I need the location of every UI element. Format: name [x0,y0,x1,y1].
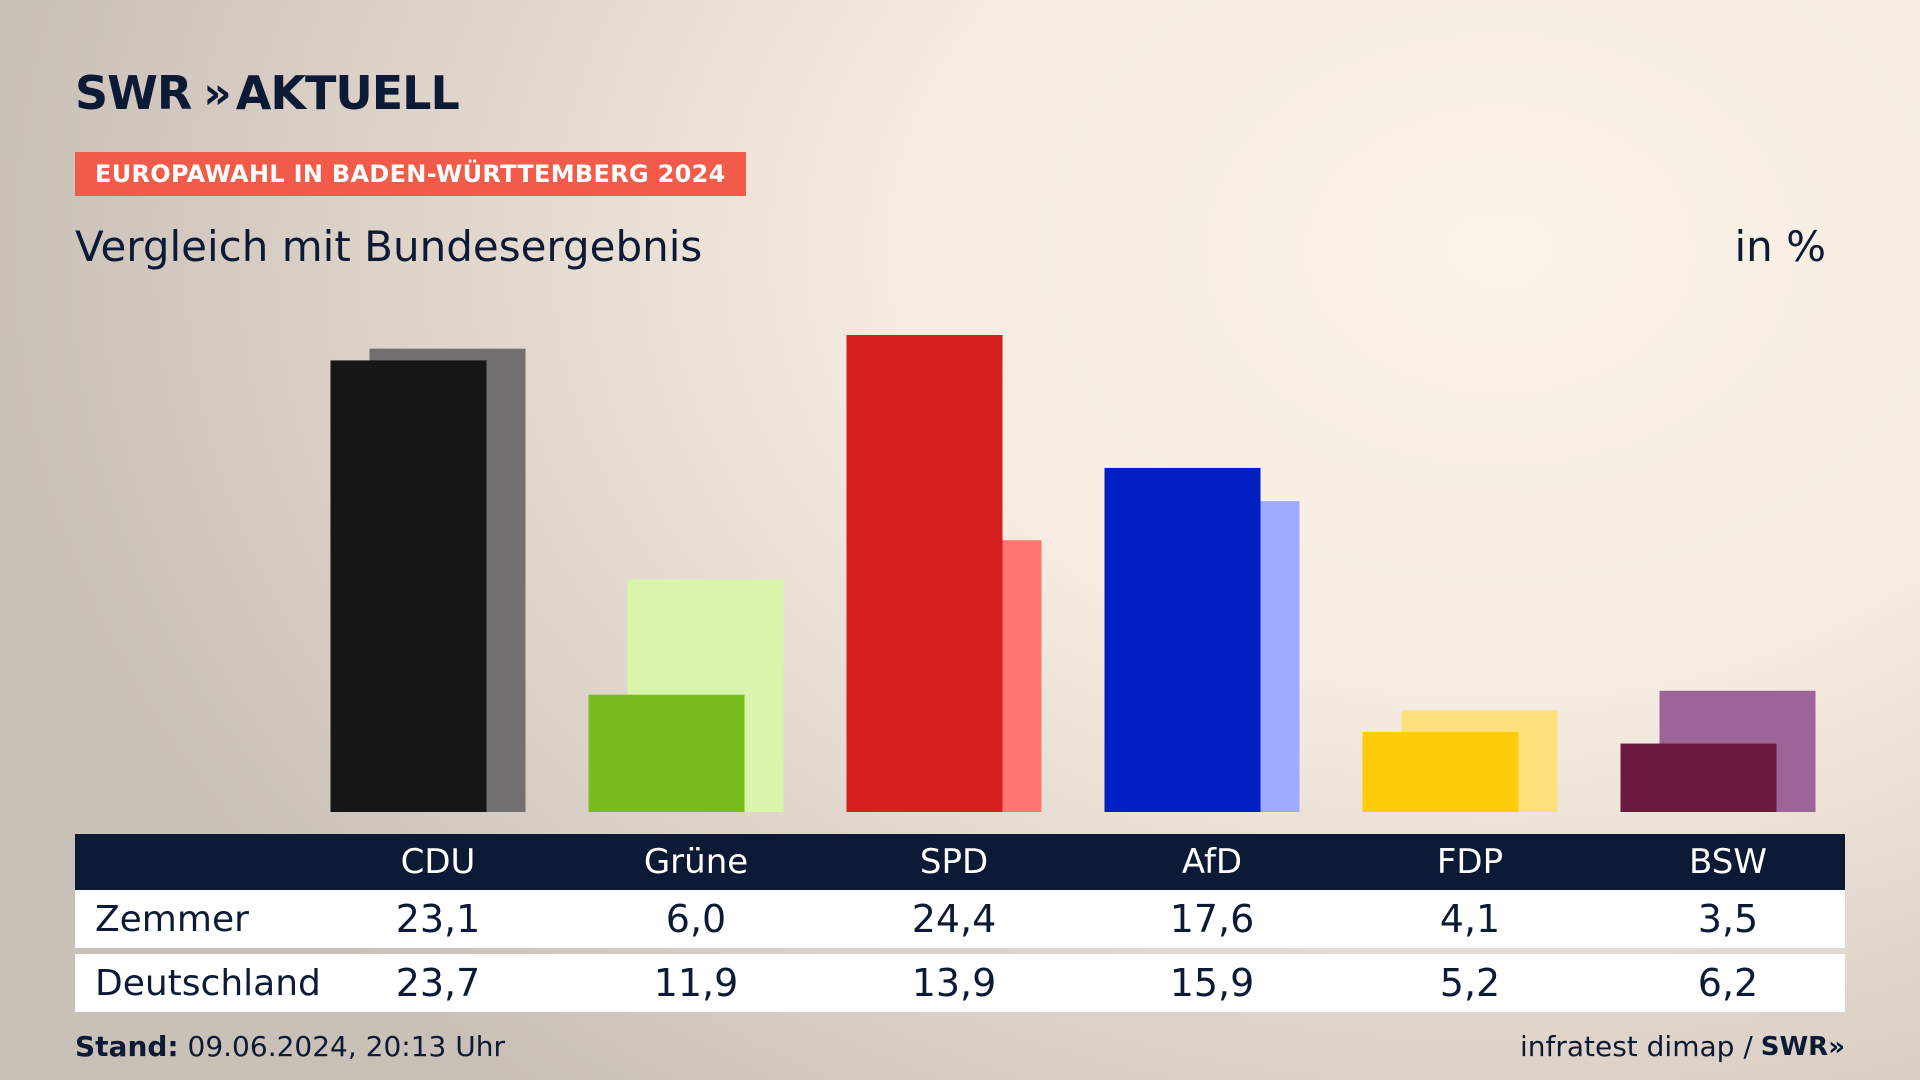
value-cell: 15,9 [1169,961,1255,1005]
value-cell: 23,1 [395,897,481,941]
value-cell: 11,9 [653,961,739,1005]
bar-chart [330,334,1816,812]
value-cell: 23,7 [395,961,481,1005]
table-row-deutschland: Deutschland 23,7 11,9 13,9 15,9 5,2 6,2 [75,954,1845,1012]
row-label: Zemmer [95,898,249,940]
chart-title: Vergleich mit Bundesergebnis [75,222,703,271]
bar-zemmer-fdp [1362,731,1519,812]
value-cell: 13,9 [911,961,997,1005]
election-kicker: EUROPAWAHL IN BADEN-WÜRTTEMBERG 2024 [75,152,746,196]
party-label-afd: AfD [1181,842,1243,882]
swr-mini-logo: SWR» [1760,1031,1845,1062]
unit-label: in % [1734,222,1826,271]
value-cell: 24,4 [911,897,997,941]
party-label-spd: SPD [919,842,989,882]
bar-zemmer-cdu [330,360,487,812]
results-table: CDU Grüne SPD AfD FDP BSW Zemmer 23,1 6,… [75,834,1845,1012]
value-cell: 17,6 [1169,897,1255,941]
value-cell: 6,0 [665,897,727,941]
bar-zemmer-spd [846,334,1003,812]
row-label: Deutschland [95,962,321,1004]
table-header: CDU Grüne SPD AfD FDP BSW [75,834,1845,890]
value-cell: 5,2 [1439,961,1501,1005]
value-cell: 6,2 [1697,961,1759,1005]
party-label-gruene: Grüne [643,842,749,882]
timestamp: Stand: 09.06.2024, 20:13 Uhr [75,1030,505,1063]
source-credit: infratest dimap / SWR» [1520,1030,1845,1063]
stand-value: 09.06.2024, 20:13 Uhr [187,1030,505,1063]
party-label-cdu: CDU [400,842,476,882]
swr-aktuell-logo: SWR » AKTUELL [75,66,460,120]
value-cell: 4,1 [1439,897,1501,941]
stand-label: Stand: [75,1030,179,1063]
bar-zemmer-bsw [1620,743,1777,812]
party-label-fdp: FDP [1436,842,1504,882]
logo-swr: SWR [75,66,192,120]
bar-zemmer-gruene [588,694,745,812]
source-text: infratest dimap / [1519,1030,1753,1063]
bar-zemmer-afd [1104,467,1261,812]
logo-aktuell: AKTUELL [235,66,460,120]
value-cell: 3,5 [1697,897,1759,941]
table-row-zemmer: Zemmer 23,1 6,0 24,4 17,6 4,1 3,5 [75,890,1845,948]
party-label-bsw: BSW [1689,842,1767,882]
